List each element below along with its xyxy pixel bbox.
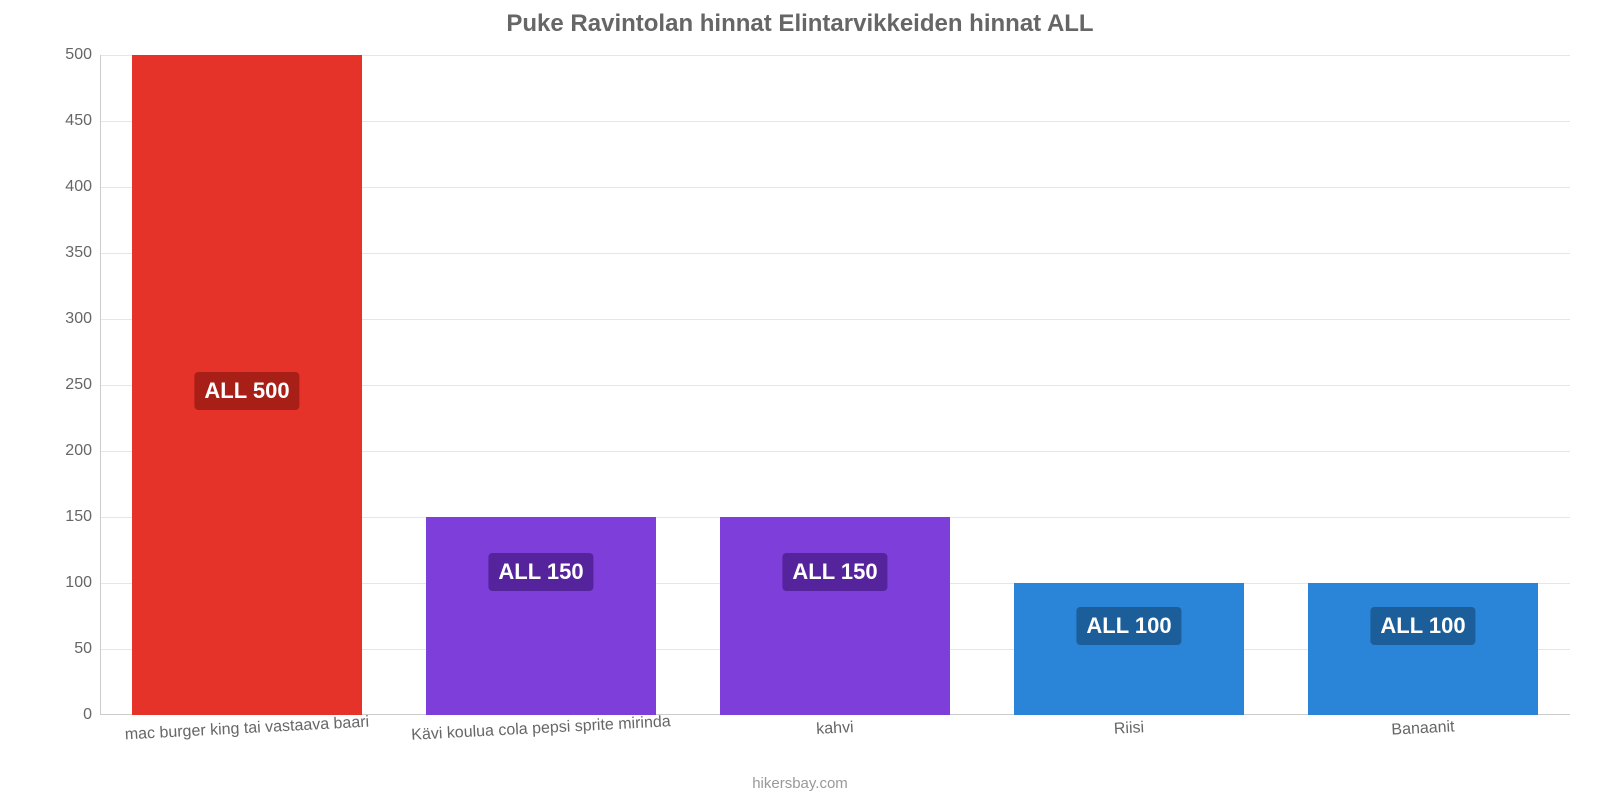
y-tick-label: 150 xyxy=(42,508,92,526)
y-tick-label: 0 xyxy=(42,706,92,724)
credit-text: hikersbay.com xyxy=(0,775,1600,792)
bar-value-label: ALL 150 xyxy=(782,553,887,591)
bar-value-label: ALL 100 xyxy=(1076,607,1181,645)
y-tick-label: 350 xyxy=(42,244,92,262)
bars-container: ALL 500 ALL 150 ALL 150 ALL 100 ALL 100 xyxy=(100,55,1570,715)
bar-slot: ALL 150 xyxy=(688,55,982,715)
bar: ALL 150 xyxy=(720,517,949,715)
x-axis-label: mac burger king tai vastaava baari xyxy=(124,714,369,745)
bar: ALL 500 xyxy=(132,55,361,715)
y-tick-label: 450 xyxy=(42,112,92,130)
bar-slot: ALL 100 xyxy=(1276,55,1570,715)
x-axis-label: kahvi xyxy=(816,719,854,739)
bar-value-label: ALL 500 xyxy=(194,372,299,410)
bar-value-label: ALL 100 xyxy=(1370,607,1475,645)
bar: ALL 150 xyxy=(426,517,655,715)
y-tick-label: 250 xyxy=(42,376,92,394)
bar: ALL 100 xyxy=(1308,583,1537,715)
y-tick-label: 500 xyxy=(42,46,92,64)
chart-plot-area: 050100150200250300350400450500 ALL 500AL… xyxy=(100,55,1570,715)
bar: ALL 100 xyxy=(1014,583,1243,715)
y-tick-label: 50 xyxy=(42,640,92,658)
bar-slot: ALL 500 xyxy=(100,55,394,715)
x-axis-label: Riisi xyxy=(1113,719,1144,739)
y-tick-label: 400 xyxy=(42,178,92,196)
chart-title: Puke Ravintolan hinnat Elintarvikkeiden … xyxy=(0,0,1600,38)
bar-slot: ALL 100 xyxy=(982,55,1276,715)
bar-slot: ALL 150 xyxy=(394,55,688,715)
y-tick-label: 300 xyxy=(42,310,92,328)
x-axis-label: Kävi koulua cola pepsi sprite mirinda xyxy=(411,713,671,745)
bar-value-label: ALL 150 xyxy=(488,553,593,591)
x-axis-label: Banaanit xyxy=(1391,718,1455,739)
y-tick-label: 100 xyxy=(42,574,92,592)
y-tick-label: 200 xyxy=(42,442,92,460)
